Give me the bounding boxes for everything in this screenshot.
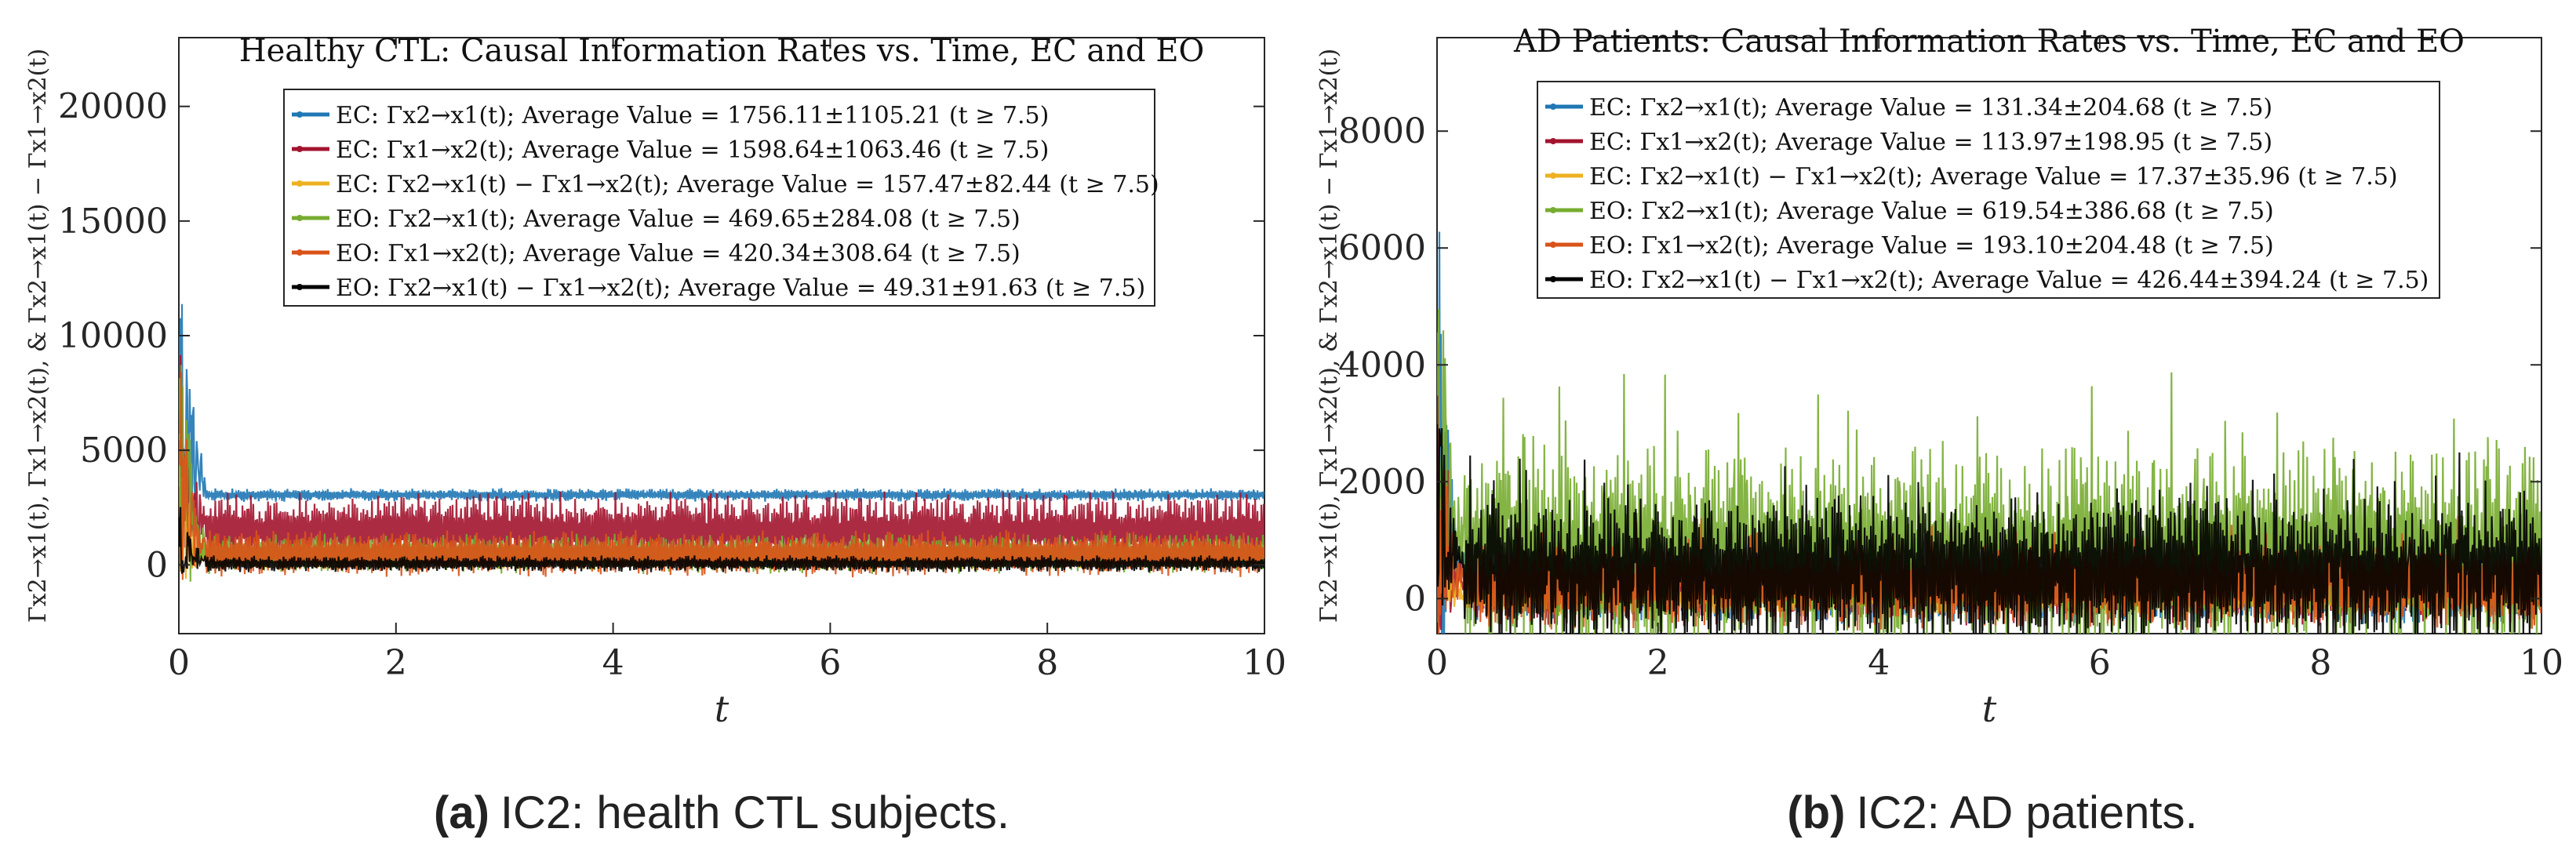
x-tick-label: 0 bbox=[168, 643, 190, 683]
y-tick-label: 4000 bbox=[1338, 345, 1426, 385]
y-axis-label: Γx2→x1(t), Γx1→x2(t), & Γx2→x1(t) − Γx1→… bbox=[24, 49, 52, 623]
legend-marker-3 bbox=[1550, 173, 1556, 179]
y-tick-label: 6000 bbox=[1338, 228, 1426, 268]
y-tick-label: 0 bbox=[1404, 579, 1426, 619]
legend-marker-6 bbox=[297, 284, 303, 290]
series-group bbox=[179, 303, 1264, 582]
legend-box bbox=[283, 89, 1155, 307]
x-tick-label: 2 bbox=[385, 643, 407, 683]
legend-marker-5 bbox=[1550, 242, 1556, 248]
legend-entry-4: EO: Γx2→x1(t); Average Value = 619.54±38… bbox=[1589, 198, 2274, 225]
legend-entry-6: EO: Γx2→x1(t) − Γx1→x2(t); Average Value… bbox=[1589, 267, 2429, 294]
legend-entry-3: EC: Γx2→x1(t) − Γx1→x2(t); Average Value… bbox=[1589, 163, 2398, 191]
legend-entry-3: EC: Γx2→x1(t) − Γx1→x2(t); Average Value… bbox=[336, 171, 1159, 198]
legend-marker-3 bbox=[297, 180, 303, 187]
legend-entry-4: EO: Γx2→x1(t); Average Value = 469.65±28… bbox=[336, 205, 1021, 233]
caption: (a) IC2: health CTL subjects. bbox=[434, 787, 1010, 838]
y-tick-label: 8000 bbox=[1338, 111, 1426, 151]
x-tick-label: 10 bbox=[2520, 643, 2563, 683]
legend-marker-4 bbox=[1550, 207, 1556, 213]
x-tick-label: 2 bbox=[1647, 643, 1669, 683]
series-line-1 bbox=[179, 303, 1264, 513]
legend-marker-2 bbox=[297, 146, 303, 152]
legend-entry-1: EC: Γx2→x1(t); Average Value = 131.34±20… bbox=[1589, 94, 2272, 122]
caption-text: IC2: AD patients. bbox=[1856, 787, 2197, 838]
legend-marker-6 bbox=[1550, 276, 1556, 282]
x-tick-label: 10 bbox=[1243, 643, 1286, 683]
caption-text: IC2: health CTL subjects. bbox=[500, 787, 1010, 838]
series-line-2 bbox=[179, 354, 1264, 570]
legend-entry-1: EC: Γx2→x1(t); Average Value = 1756.11±1… bbox=[336, 102, 1049, 129]
series-line-6 bbox=[179, 507, 1264, 574]
x-tick-label: 6 bbox=[2089, 643, 2111, 683]
y-tick-label: 15000 bbox=[58, 202, 168, 242]
y-tick-label: 20000 bbox=[58, 87, 168, 127]
series-group bbox=[1437, 231, 2541, 634]
legend-entry-2: EC: Γx1→x2(t); Average Value = 113.97±19… bbox=[1589, 129, 2272, 156]
caption: (b) IC2: AD patients. bbox=[1787, 787, 2197, 838]
x-tick-label: 0 bbox=[1426, 643, 1448, 683]
legend-marker-4 bbox=[297, 215, 303, 221]
y-axis-label: Γx2→x1(t), Γx1→x2(t), & Γx2→x1(t) − Γx1→… bbox=[1315, 49, 1343, 623]
legend-marker-1 bbox=[1550, 104, 1556, 110]
caption-label: (b) bbox=[1787, 787, 1845, 838]
chart-title: AD Patients: Causal Information Rates vs… bbox=[1513, 24, 2465, 60]
x-tick-label: 4 bbox=[1868, 643, 1890, 683]
y-tick-label: 5000 bbox=[80, 431, 168, 471]
legend-marker-5 bbox=[297, 249, 303, 256]
legend-box bbox=[1537, 81, 2440, 299]
x-axis-label: t bbox=[715, 688, 730, 730]
y-tick-label: 2000 bbox=[1338, 462, 1426, 502]
panel-a: 0 2 4 6 8 10 0 5000 10000 15000 20000 Healthy CTL: … bbox=[24, 33, 1286, 838]
x-tick-label: 6 bbox=[819, 643, 841, 683]
legend-marker-2 bbox=[1550, 138, 1556, 144]
series-line-6 bbox=[1437, 423, 2541, 634]
y-tick-label: 0 bbox=[146, 545, 168, 585]
y-tick-label: 10000 bbox=[58, 316, 168, 356]
x-axis-label: t bbox=[1982, 688, 1997, 730]
panel-b: 0 2 4 6 8 10 0 2000 4000 6000 8000 AD Patients: Cau… bbox=[1315, 24, 2563, 838]
legend-marker-1 bbox=[297, 111, 303, 118]
legend-entry-2: EC: Γx1→x2(t); Average Value = 1598.64±1… bbox=[336, 136, 1049, 164]
x-tick-label: 8 bbox=[1036, 643, 1058, 683]
legend-entry-5: EO: Γx1→x2(t); Average Value = 193.10±20… bbox=[1589, 232, 2274, 260]
caption-label: (a) bbox=[434, 787, 489, 838]
x-tick-label: 8 bbox=[2309, 643, 2331, 683]
legend-entry-6: EO: Γx2→x1(t) − Γx1→x2(t); Average Value… bbox=[336, 274, 1145, 302]
chart-title: Healthy CTL: Causal Information Rates vs… bbox=[239, 33, 1205, 69]
x-tick-label: 4 bbox=[602, 643, 624, 683]
legend-entry-5: EO: Γx1→x2(t); Average Value = 420.34±30… bbox=[336, 240, 1021, 267]
